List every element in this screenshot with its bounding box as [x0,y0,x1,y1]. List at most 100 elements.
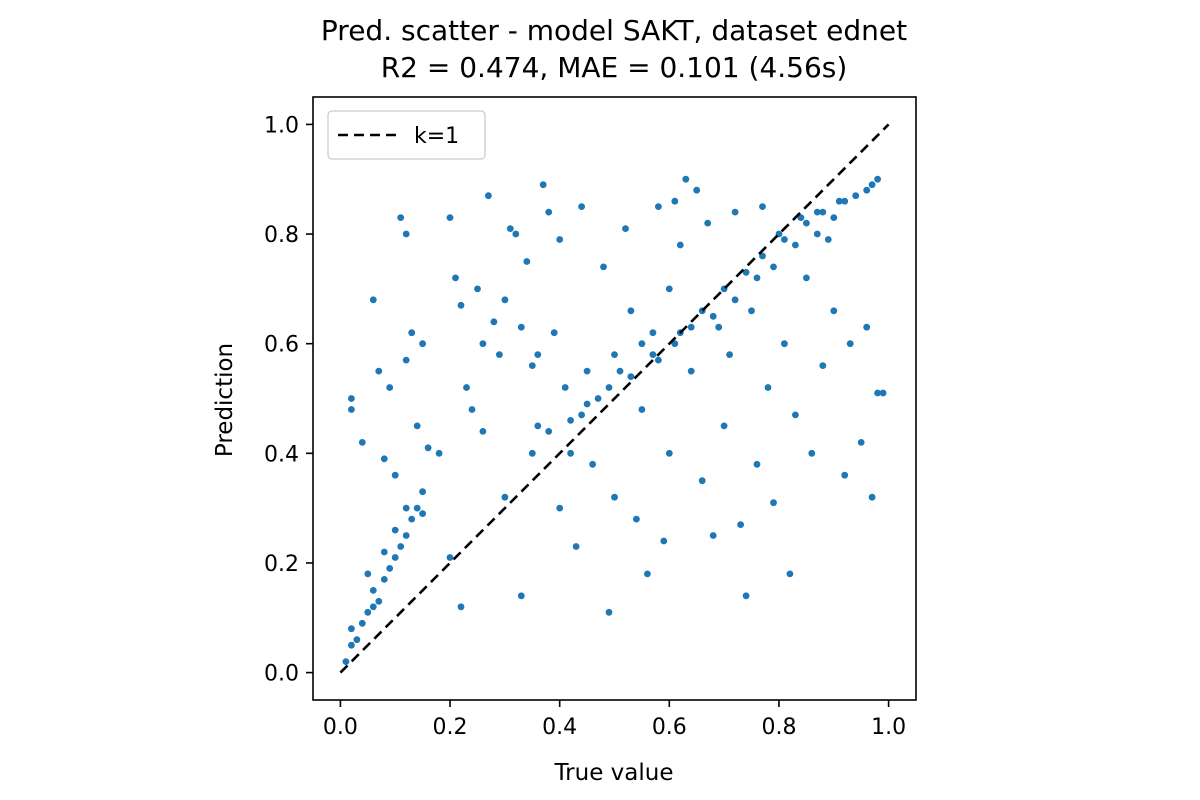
data-point [644,570,651,578]
data-point [479,428,487,435]
data-point [348,406,355,413]
data-point [446,214,454,222]
legend-label: k=1 [414,124,459,149]
data-point [841,471,849,479]
data-point [391,471,399,479]
data-point [364,608,372,616]
data-point [682,175,690,183]
data-point [419,510,426,517]
y-tick-label: 0.6 [264,333,299,358]
data-point [348,625,355,633]
data-point [468,406,476,413]
data-point [490,318,498,326]
data-point [731,208,739,216]
data-point [457,603,465,611]
data-point [583,400,591,408]
data-point [868,181,876,189]
data-point [660,537,668,545]
data-point [358,619,366,627]
data-point [501,493,509,501]
data-point [753,274,761,282]
data-point [375,597,383,605]
data-point [457,301,465,309]
data-point [874,389,881,397]
data-point [380,576,388,583]
data-point [589,460,596,468]
data-point [792,411,799,419]
x-tick-label: 0.2 [433,715,468,740]
data-point [528,362,536,369]
data-point [671,340,679,348]
data-point [649,351,657,358]
data-point [748,307,755,315]
x-tick-label: 0.0 [323,715,358,740]
data-point [655,203,662,211]
x-tick-label: 1.0 [871,715,906,740]
data-point [539,181,547,189]
data-point [693,186,701,194]
y-axis-ticks: 0.0 0.2 0.4 0.6 0.8 1.0 [264,113,313,687]
data-point [830,307,838,315]
legend: k=1 [327,110,486,160]
data-point [369,587,377,594]
data-point [452,274,459,282]
data-point [649,329,657,337]
data-point [671,197,679,205]
data-point [391,526,399,534]
data-point [720,422,728,430]
data-point [605,384,613,391]
data-point [342,658,350,665]
data-point [402,356,410,364]
data-point [408,515,416,523]
data-point [402,532,410,539]
plot-area-frame [312,96,917,701]
data-point [583,367,591,375]
data-point [402,504,410,512]
data-point [523,258,531,265]
data-point [578,203,585,211]
data-point [737,521,744,528]
data-point [369,296,377,304]
data-point [803,219,810,227]
data-point [506,225,514,233]
data-point [797,214,805,222]
data-point [567,417,574,424]
data-point [808,449,816,457]
data-point [709,532,717,539]
data-point [676,241,684,249]
x-tick-label: 0.8 [761,715,796,740]
data-point [687,367,695,375]
data-point [868,493,876,501]
y-axis-label: Prediction [212,343,238,457]
chart-subtitle: R2 = 0.474, MAE = 0.101 (4.56s) [381,51,848,84]
data-point [704,219,712,227]
data-point [770,263,777,271]
data-point [446,554,454,561]
data-point [348,395,355,402]
data-point [846,340,854,348]
data-point [835,197,843,205]
data-point [698,477,706,485]
data-point [545,208,553,216]
data-point [550,329,558,337]
data-point [627,307,635,315]
data-point [408,329,416,337]
data-point [874,175,881,183]
data-point [600,263,607,271]
data-point [665,285,673,293]
data-point [402,230,410,238]
data-point [792,241,799,249]
y-tick-label: 0.8 [264,223,299,248]
data-point [731,296,739,304]
data-point [479,340,487,348]
data-point [380,455,388,463]
data-point [622,225,629,233]
data-point [742,592,750,600]
data-point [474,285,481,293]
data-point [534,422,542,430]
data-point [419,340,426,348]
data-point [375,367,383,375]
data-point [687,323,695,331]
data-point [759,252,766,260]
